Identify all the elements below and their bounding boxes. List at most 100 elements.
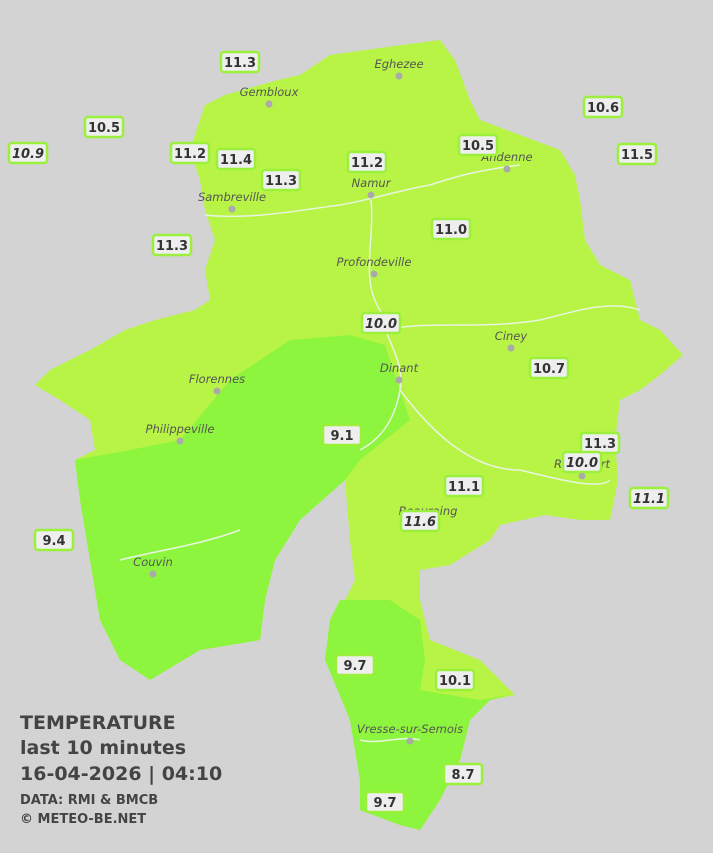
city-dot [367,191,375,199]
station-box [260,168,302,192]
city-name: Dinant [380,361,419,375]
city-name: Profondeville [337,255,412,269]
station-value: 10.5 [462,139,494,154]
station-box [582,95,624,119]
station: 11.4 [215,147,257,171]
station: 11.3 [219,50,261,74]
city-dot [507,344,515,352]
station: 9.7 [334,653,376,677]
station-value: 11.1 [448,480,480,495]
station-box [151,233,193,257]
station: 10.5 [457,133,499,157]
station-value: 9.1 [330,429,353,444]
station: 9.1 [321,423,363,447]
station-box [442,762,484,786]
station-value: 11.3 [224,56,256,71]
station-box [360,311,402,335]
station: 10.0 [561,450,603,474]
station-value: 10.9 [12,147,44,162]
station: 10.5 [83,115,125,139]
station-value: 11.4 [220,153,252,168]
station-value: 9.4 [42,534,65,549]
station-value: 8.7 [451,768,474,783]
station: 10.0 [360,311,402,335]
city-dot [176,437,184,445]
station-value: 9.7 [343,659,366,674]
legend-copyright: © METEO-BE.NET [20,812,146,827]
station-value: 10.0 [365,317,397,332]
station: 11.0 [430,217,472,241]
cool-zone [75,335,410,680]
station-value: 11.3 [265,174,297,189]
legend-source: DATA: RMI & BMCB [20,793,158,808]
city-dot [578,472,586,480]
station-value: 10.0 [566,456,598,471]
station-box [430,217,472,241]
station-value: 10.7 [533,362,565,377]
station-value: 11.6 [404,515,436,530]
station-box [561,450,603,474]
station-box [399,509,441,533]
station: 11.3 [260,168,302,192]
city-name: Vresse-sur-Semois [357,722,463,736]
city-name: Florennes [189,372,245,386]
station-value: 10.6 [587,101,619,116]
station-box [616,142,658,166]
city-name: Ciney [495,329,528,343]
station-value: 11.2 [351,156,383,171]
city-dot [149,570,157,578]
city-name: Namur [352,176,392,190]
cool-zone [325,600,510,830]
station-box [443,474,485,498]
station-value: 11.3 [156,239,188,254]
station: 10.7 [528,356,570,380]
station: 11.5 [616,142,658,166]
station-value: 10.1 [439,674,471,689]
city-dot [228,205,236,213]
legend-title: TEMPERATURE [20,712,176,734]
station-box [346,150,388,174]
legend-period: last 10 minutes [20,737,186,759]
station-box [215,147,257,171]
station-value: 11.3 [584,437,616,452]
station-box [434,668,476,692]
city-name: Gembloux [240,85,299,99]
station: 11.1 [628,486,670,510]
station-box [528,356,570,380]
station-box [7,141,49,165]
station: 10.1 [434,668,476,692]
station: 10.6 [582,95,624,119]
station: 9.7 [364,790,406,814]
city-dot [395,376,403,384]
station-box [169,141,211,165]
station: 10.9 [7,141,49,165]
city-dot [503,165,511,173]
station-box [83,115,125,139]
station-box [334,653,376,677]
city-dot [213,387,221,395]
city-name: Couvin [133,555,173,569]
city-dot [406,737,414,745]
station-value: 10.5 [88,121,120,136]
city-dot [265,100,273,108]
station: 9.4 [33,528,75,552]
station-box [321,423,363,447]
city-dot [370,270,378,278]
station-box [628,486,670,510]
legend-datetime: 16-04-2026 | 04:10 [20,763,222,785]
station-box [364,790,406,814]
station-value: 9.7 [373,796,396,811]
city-dot [395,72,403,80]
station: 11.1 [443,474,485,498]
city-name: Sambreville [198,190,266,204]
station-box [33,528,75,552]
station: 11.3 [579,431,621,455]
station-value: 11.1 [633,492,665,507]
station: 11.2 [169,141,211,165]
station-box [219,50,261,74]
station: 8.7 [442,762,484,786]
station-value: 11.5 [621,148,653,163]
station-value: 11.0 [435,223,467,238]
